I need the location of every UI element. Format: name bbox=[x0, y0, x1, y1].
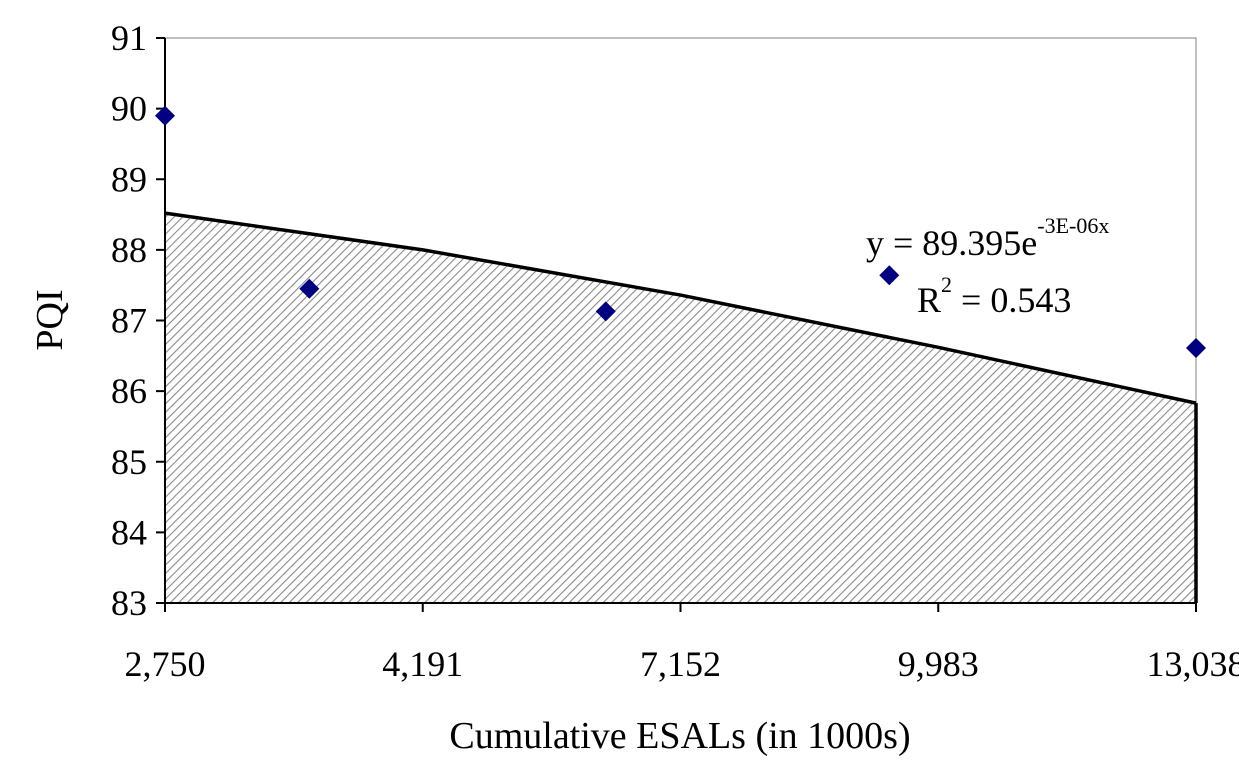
x-tick-label: 9,983 bbox=[898, 644, 979, 684]
y-tick-label: 91 bbox=[111, 18, 147, 58]
y-tick-label: 84 bbox=[111, 512, 147, 552]
y-tick-label: 87 bbox=[111, 301, 147, 341]
equation: y = 89.395e-3E-06x bbox=[866, 213, 1109, 263]
y-tick-label: 89 bbox=[111, 159, 147, 199]
y-tick-label: 90 bbox=[111, 89, 147, 129]
y-tick-label: 83 bbox=[111, 583, 147, 623]
data-point bbox=[299, 278, 320, 299]
x-tick-label: 4,191 bbox=[382, 644, 463, 684]
data-point bbox=[879, 265, 900, 286]
y-tick-label: 85 bbox=[111, 442, 147, 482]
data-point bbox=[155, 105, 175, 126]
r-squared-exponent: 2 bbox=[941, 272, 952, 297]
y-axis-title: PQI bbox=[29, 289, 71, 350]
trend-line bbox=[164, 211, 1197, 405]
x-tick-label: 13,038 bbox=[1147, 644, 1239, 684]
equation-exponent: -3E-06x bbox=[1037, 213, 1109, 238]
r-squared-base: R bbox=[917, 280, 941, 320]
x-tick-label: 2,750 bbox=[125, 644, 206, 684]
series-layer bbox=[164, 211, 1198, 603]
y-tick-label: 88 bbox=[111, 230, 147, 270]
data-point bbox=[595, 301, 616, 322]
data-point bbox=[1186, 338, 1206, 359]
y-tick-label: 86 bbox=[111, 371, 147, 411]
area bbox=[165, 213, 1196, 603]
r-squared: R2 = 0.543 bbox=[917, 272, 1071, 320]
r-squared-rest: = 0.543 bbox=[952, 280, 1071, 320]
x-axis-title: Cumulative ESALs (in 1000s) bbox=[449, 715, 910, 757]
x-tick-label: 7,152 bbox=[640, 644, 721, 684]
equation-base: y = 89.395e bbox=[866, 223, 1037, 263]
